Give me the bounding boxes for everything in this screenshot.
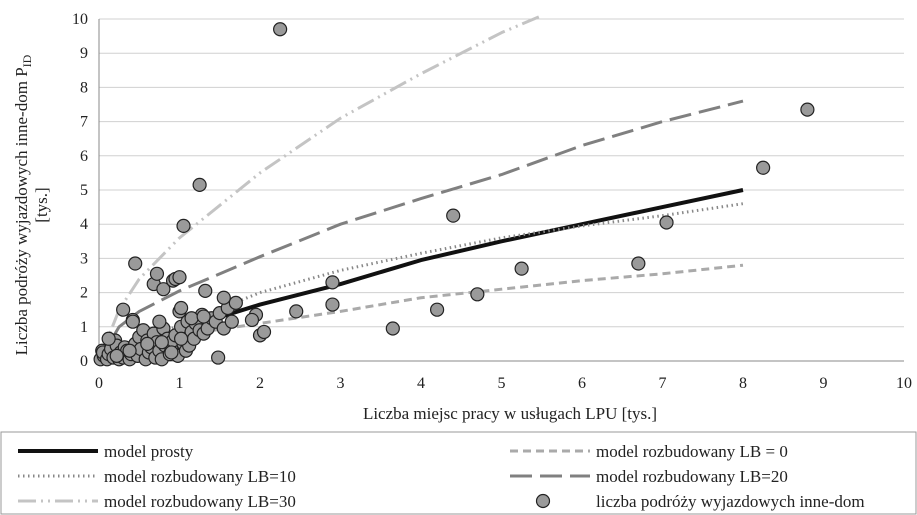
x-tick-label: 7 — [659, 375, 667, 392]
data-point — [385, 321, 400, 336]
data-point — [192, 177, 207, 192]
data-point — [256, 324, 272, 340]
y-axis-title-subscript: ID — [20, 54, 34, 67]
data-point — [164, 345, 179, 360]
series-line — [97, 99, 744, 362]
data-point — [109, 348, 124, 363]
y-tick-label: 0 — [80, 353, 88, 370]
data-point — [172, 270, 187, 285]
data-point — [211, 350, 226, 365]
data-point — [156, 282, 171, 297]
data-point — [325, 297, 340, 312]
x-tick-label: 1 — [176, 375, 184, 392]
data-point — [140, 336, 155, 351]
data-point — [122, 343, 137, 358]
x-tick-label: 8 — [739, 375, 747, 392]
data-point — [198, 283, 213, 298]
x-tick-label: 2 — [256, 375, 264, 392]
series-line — [97, 14, 543, 362]
data-point — [174, 331, 189, 346]
data-point — [216, 290, 231, 305]
data-point — [659, 215, 674, 230]
y-tick-label: 6 — [80, 148, 88, 165]
y-tick-label: 9 — [80, 45, 88, 62]
y-tick-label: 1 — [80, 319, 88, 336]
x-tick-label: 0 — [95, 375, 103, 392]
data-point — [244, 312, 260, 328]
data-point — [289, 304, 304, 319]
scatter-points — [93, 22, 815, 367]
data-point — [756, 160, 771, 175]
legend-label: model prosty — [104, 442, 194, 461]
x-axis-title: Liczba miejsc pracy w usługach LPU [tys.… — [363, 404, 657, 423]
y-tick-label: 5 — [80, 182, 88, 199]
data-point — [273, 22, 288, 37]
legend: model prosty model rozbudowany LB = 0 mode… — [0, 431, 917, 515]
legend-label: model rozbudowany LB=20 — [596, 467, 788, 486]
data-point — [224, 314, 239, 329]
x-tick-label: 5 — [498, 375, 506, 392]
data-point — [196, 309, 211, 324]
legend-label: model rozbudowany LB=10 — [104, 467, 296, 486]
grid — [99, 18, 904, 328]
y-tick-label: 10 — [72, 11, 88, 28]
axes — [98, 19, 904, 362]
data-point — [800, 102, 815, 117]
data-point — [174, 300, 189, 316]
data-point — [149, 266, 165, 281]
legend-frame — [0, 431, 917, 515]
data-point — [152, 314, 167, 329]
series-line — [98, 263, 744, 363]
x-tick-labels: 0 1 2 3 4 5 6 7 8 9 10 — [95, 375, 912, 392]
legend-label: model rozbudowany LB=30 — [104, 492, 296, 511]
data-point — [430, 302, 445, 317]
data-point — [470, 287, 485, 302]
data-point — [125, 314, 140, 329]
x-tick-label: 9 — [820, 375, 828, 392]
y-tick-label: 7 — [80, 114, 88, 131]
y-tick-label: 4 — [80, 216, 88, 233]
legend-marker — [535, 493, 551, 509]
y-tick-label: 8 — [80, 79, 88, 96]
data-point — [631, 256, 646, 271]
data-point — [228, 295, 243, 310]
legend-label: model rozbudowany LB = 0 — [596, 442, 788, 461]
data-point — [128, 256, 143, 271]
x-tick-label: 3 — [337, 375, 345, 392]
x-tick-label: 4 — [417, 375, 425, 392]
data-point — [176, 218, 191, 234]
series-line — [98, 202, 744, 363]
data-point — [184, 311, 199, 326]
x-tick-label: 10 — [896, 375, 912, 392]
y-axis-title: Liczba podróży wyjazdowych inne-dom PID — [12, 54, 34, 355]
data-point — [325, 275, 340, 290]
y-tick-label: 2 — [80, 285, 88, 302]
x-tick-label: 6 — [578, 375, 586, 392]
data-point — [116, 302, 131, 317]
data-point — [446, 208, 461, 223]
data-point — [101, 331, 116, 346]
y-tick-labels: 0 1 2 3 4 5 6 7 8 9 10 — [72, 11, 88, 370]
y-tick-label: 3 — [80, 250, 88, 267]
y-axis-unit: [tys.] — [32, 187, 51, 222]
legend-label: liczba podróży wyjazdowych inne-dom — [596, 492, 865, 511]
y-axis-title-main: Liczba podróży wyjazdowych inne-dom P — [12, 67, 31, 355]
data-point — [154, 335, 169, 350]
data-point — [514, 261, 529, 276]
